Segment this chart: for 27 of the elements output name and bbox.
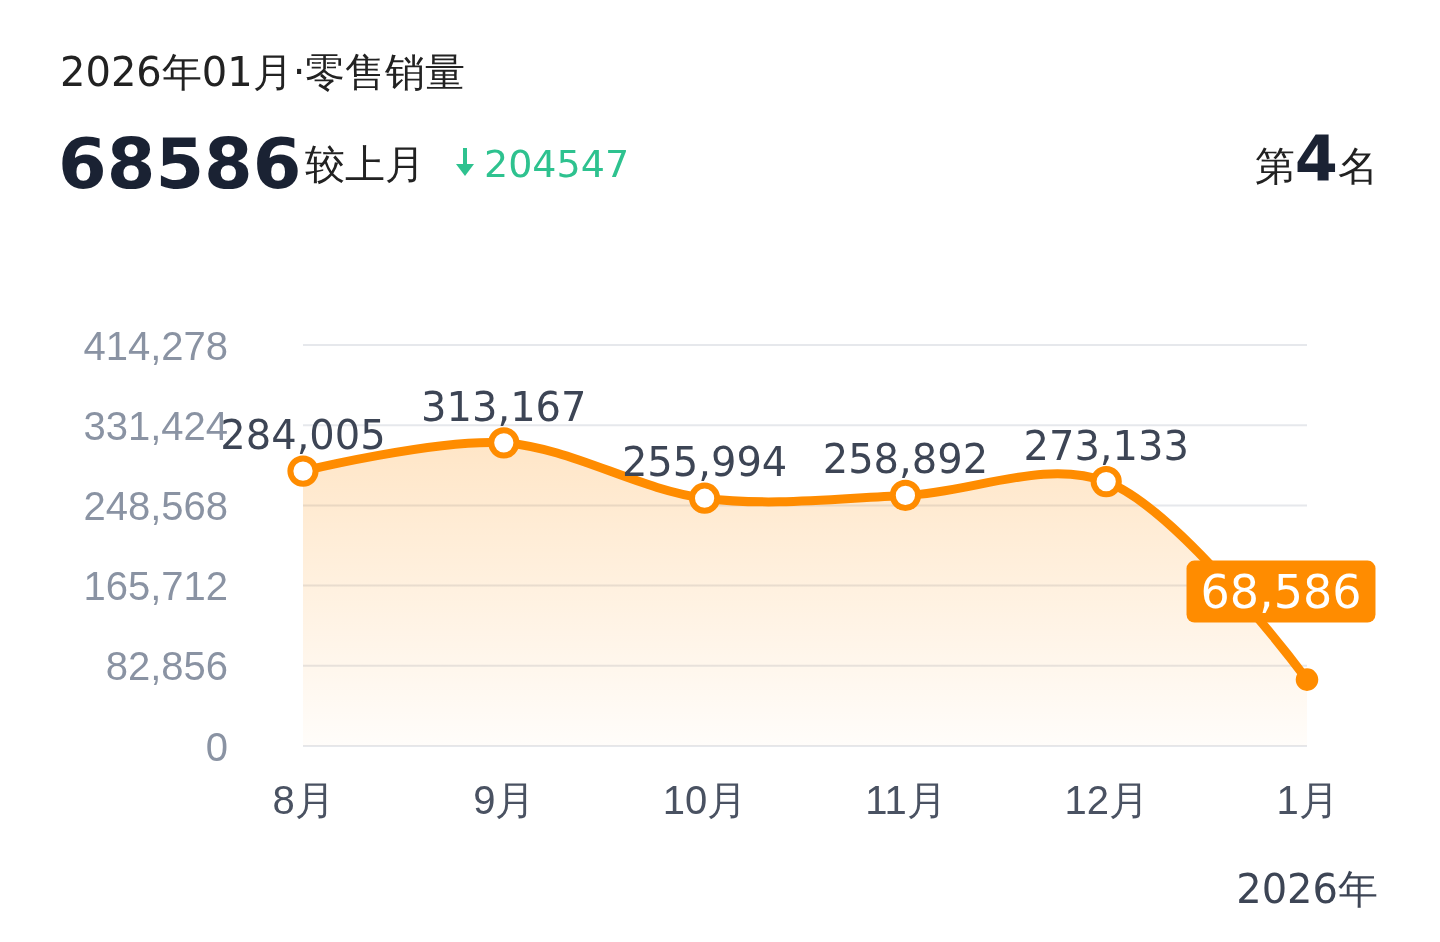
data-label: 258,892 bbox=[822, 436, 989, 483]
point bbox=[287, 455, 319, 487]
y-tick-label: 0 bbox=[205, 724, 228, 769]
point bbox=[688, 482, 721, 514]
point bbox=[488, 427, 520, 459]
x-tick-label: 8月 bbox=[272, 778, 335, 822]
text: 2026年 bbox=[1236, 866, 1378, 912]
data-label: 68,586 bbox=[1200, 564, 1362, 619]
x-tick-label: 1月 bbox=[1276, 778, 1339, 822]
data-label: 273,133 bbox=[1023, 422, 1189, 469]
text: 较上月 bbox=[305, 141, 425, 187]
chart-title: 2026年01月·零售销量 bbox=[60, 49, 466, 95]
text: 204547 bbox=[484, 142, 630, 186]
y-tick-label: 82,856 bbox=[105, 644, 228, 689]
x-tick-label: 9月 bbox=[473, 778, 536, 822]
x-tick-label: 12月 bbox=[1064, 778, 1149, 822]
x-tick-label: 11月 bbox=[865, 778, 947, 822]
data-label: 313,167 bbox=[421, 383, 587, 430]
text: 68586 bbox=[58, 123, 302, 205]
y-tick-label: 414,278 bbox=[83, 323, 228, 368]
y-tick-label: 248,568 bbox=[83, 483, 228, 528]
text: 第4名 bbox=[1254, 122, 1378, 195]
point bbox=[889, 479, 922, 511]
data-label: 255,994 bbox=[621, 439, 788, 486]
y-tick-label: 165,712 bbox=[83, 564, 228, 609]
x-tick-label: 10月 bbox=[662, 778, 748, 822]
point bbox=[1090, 466, 1122, 498]
